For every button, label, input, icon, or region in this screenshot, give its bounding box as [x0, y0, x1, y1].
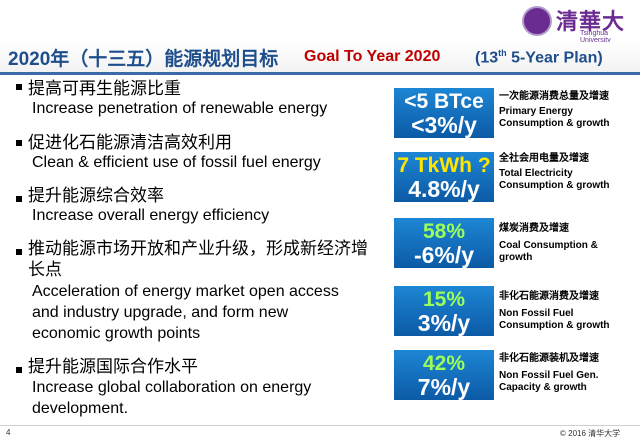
- target-label: 非化石能源装机及增速 Non Fossil Fuel Gen. Capacity…: [499, 352, 639, 394]
- goal-cn-cont: 长点: [28, 260, 62, 279]
- target-label-cn: 煤炭消费及增速: [499, 223, 569, 234]
- page-title-en: Goal To Year 2020: [304, 48, 441, 65]
- target-label-en: Non Fossil Fuel Gen.: [499, 370, 599, 381]
- target-label-cn: 非化石能源消费及增速: [499, 291, 599, 302]
- target-label-en: Total Electricity: [499, 168, 573, 179]
- target-label-en: Capacity & growth: [499, 382, 587, 393]
- goal-en: Acceleration of energy market open acces…: [32, 283, 339, 300]
- goal-en: Increase global collaboration on energy: [32, 379, 312, 396]
- footer-divider: [0, 425, 640, 426]
- bullet-icon: [16, 140, 22, 146]
- target-label-en: growth: [499, 252, 533, 263]
- target-box-non-fossil-capacity: 42% 7%/y: [394, 350, 494, 400]
- logo-subtitle: Tsinghua University: [580, 30, 611, 44]
- target-label-en: Consumption & growth: [499, 320, 610, 331]
- target-value: 58%: [422, 220, 466, 243]
- university-seal-icon: [522, 6, 552, 36]
- bullet-icon: [16, 367, 22, 373]
- target-box-coal: 58% -6%/y: [394, 218, 494, 268]
- target-label-en: Coal Consumption &: [499, 240, 598, 251]
- target-box-non-fossil-consumption: 15% 3%/y: [394, 286, 494, 336]
- bullet-icon: [16, 249, 22, 255]
- target-label-cn: 非化石能源装机及增速: [499, 353, 599, 364]
- target-value: <5 BTce: [404, 90, 484, 113]
- goal-en: Increase penetration of renewable energy: [32, 100, 328, 117]
- goal-en: Clean & efficient use of fossil fuel ene…: [32, 154, 321, 171]
- target-label-en: Consumption & growth: [499, 118, 610, 129]
- target-value: 15%: [422, 288, 466, 311]
- target-box-electricity: 7 TkWh ? 4.8%/y: [394, 152, 494, 202]
- target-value: 7 TkWh ?: [397, 154, 491, 177]
- goal-en-cont: and industry upgrade, and form new: [32, 304, 289, 321]
- target-label: 一次能源消费总量及增速 Primary Energy Consumption &…: [499, 90, 639, 130]
- target-growth: 7%/y: [417, 374, 471, 400]
- target-label-en: Consumption & growth: [499, 180, 610, 191]
- page-title-cn: 2020年（十三五）能源规划目标: [8, 49, 279, 70]
- goal-en: Increase overall energy efficiency: [32, 207, 270, 224]
- title-bar: [0, 42, 640, 75]
- goal-en-cont: development.: [32, 400, 129, 417]
- goal-cn: 提升能源综合效率: [28, 186, 164, 205]
- target-label-cn: 全社会用电量及增速: [499, 153, 589, 164]
- target-box-primary-energy: <5 BTce <3%/y: [394, 88, 494, 138]
- target-label-cn: 一次能源消费总量及增速: [499, 91, 609, 102]
- target-label: 全社会用电量及增速 Total Electricity Consumption …: [499, 152, 639, 192]
- bullet-icon: [16, 84, 22, 90]
- target-label-en: Non Fossil Fuel: [499, 308, 574, 319]
- goal-cn: 提高可再生能源比重: [28, 79, 181, 98]
- target-label: 非化石能源消费及增速 Non Fossil Fuel Consumption &…: [499, 290, 639, 332]
- copyright: © 2016 清华大学: [560, 429, 621, 438]
- goal-cn: 推动能源市场开放和产业升级，形成新经济增: [28, 239, 368, 258]
- target-growth: 3%/y: [417, 310, 471, 336]
- target-label-en: Primary Energy: [499, 106, 573, 117]
- target-value: 42%: [422, 352, 466, 375]
- target-growth: 4.8%/y: [408, 176, 480, 202]
- target-growth: -6%/y: [413, 242, 475, 268]
- target-growth: <3%/y: [411, 112, 477, 138]
- page-title-plan: (13th 5-Year Plan): [475, 48, 603, 67]
- goal-cn: 提升能源国际合作水平: [28, 357, 198, 376]
- page-number: 4: [6, 428, 11, 437]
- goal-cn: 促进化石能源清洁高效利用: [28, 133, 232, 152]
- bullet-icon: [16, 196, 22, 202]
- target-label: 煤炭消费及增速 Coal Consumption & growth: [499, 222, 639, 264]
- goal-en-cont: economic growth points: [32, 325, 201, 342]
